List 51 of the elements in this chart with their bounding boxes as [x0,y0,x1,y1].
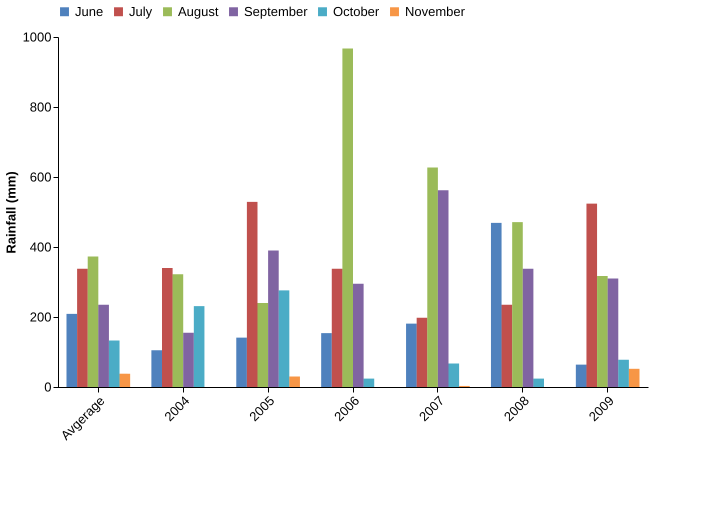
bar [194,306,204,387]
bar [342,48,353,387]
y-tick-label: 200 [30,310,52,324]
bar [151,350,162,387]
bar [512,222,523,387]
bar [246,202,258,387]
legend-label: June [75,4,104,19]
bar [427,168,438,387]
bar [522,268,534,387]
bar [618,360,629,387]
bar [586,204,598,387]
bar [268,250,279,387]
bar [490,222,502,387]
bar [576,364,586,387]
bar [98,304,109,387]
y-axis-title: Rainfall (mm) [4,171,19,254]
legend-label: September [244,4,308,19]
bar [597,276,608,387]
bar [88,256,98,387]
bar [172,274,184,387]
bar [448,364,460,387]
bar [353,284,364,387]
bar [502,304,512,387]
bar [406,324,417,387]
legend-label: October [333,4,380,19]
y-tick-label: 800 [30,100,52,114]
legend-label: July [129,4,153,19]
y-tick-label: 600 [30,170,52,184]
y-tick-label: 400 [30,240,52,254]
bar [162,268,173,387]
bar [628,368,640,387]
bar [278,290,290,387]
bar [120,374,130,387]
bar [533,378,544,387]
bar [321,333,332,387]
y-tick-label: 0 [44,380,52,394]
bar [257,303,268,387]
bar [66,314,78,387]
y-tick-label: 1000 [22,30,52,44]
legend-label: November [405,4,466,19]
bar [364,378,374,387]
legend-label: August [178,4,219,19]
bar [236,338,247,387]
bar [289,376,300,387]
bar [108,340,120,387]
bar [77,268,88,387]
bar [183,332,194,387]
bar [332,268,342,387]
bar [608,278,618,387]
bar [438,190,449,387]
bar [416,318,428,387]
